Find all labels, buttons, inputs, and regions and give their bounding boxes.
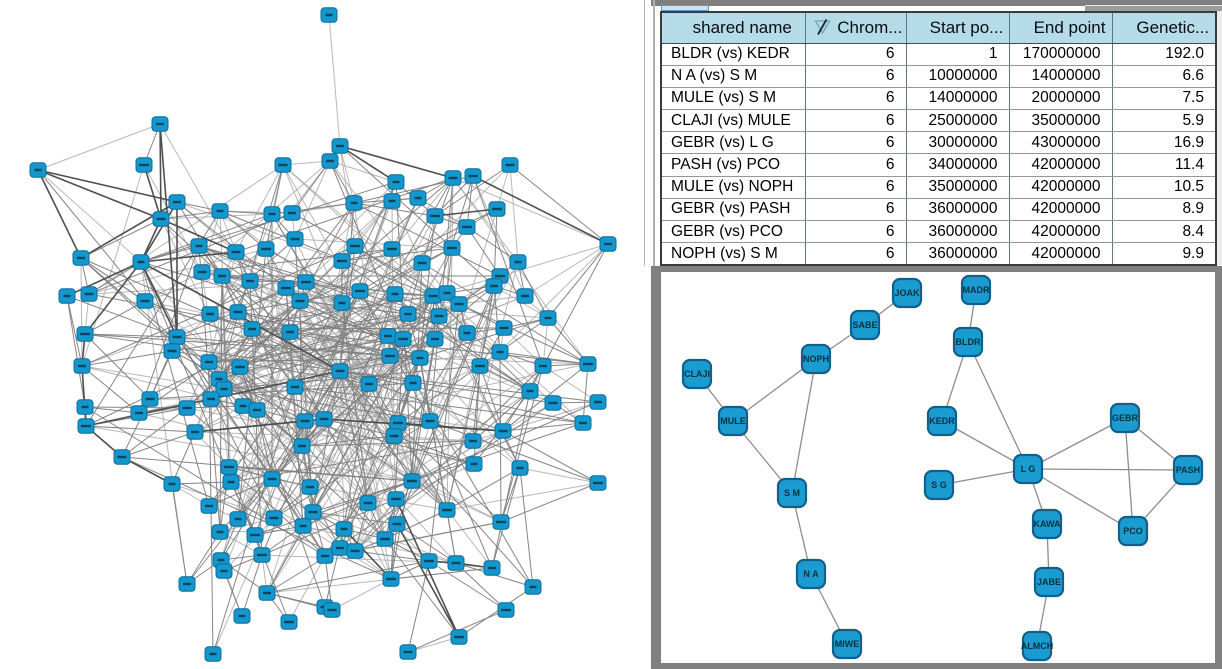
svg-text:SABE: SABE — [852, 320, 877, 330]
svg-text:BLDR: BLDR — [956, 337, 981, 347]
svg-text:PCO: PCO — [1123, 526, 1143, 536]
svg-text:NOPH: NOPH — [803, 354, 829, 364]
svg-text:GEBR: GEBR — [1112, 413, 1139, 423]
svg-text:N A: N A — [803, 569, 819, 579]
svg-text:KEDR: KEDR — [929, 416, 955, 426]
svg-text:CLAJI: CLAJI — [684, 369, 710, 379]
svg-text:MULE: MULE — [720, 416, 746, 426]
svg-text:ALMCH: ALMCH — [1021, 641, 1054, 651]
svg-text:JABE: JABE — [1037, 577, 1061, 587]
svg-text:PASH: PASH — [1176, 465, 1200, 475]
svg-text:L G: L G — [1021, 464, 1036, 474]
svg-text:S M: S M — [784, 488, 800, 498]
svg-text:JOAK: JOAK — [894, 288, 920, 298]
svg-text:KAWA: KAWA — [1034, 519, 1062, 529]
svg-text:MADR: MADR — [963, 285, 990, 295]
svg-text:MIWE: MIWE — [835, 639, 860, 649]
svg-text:S G: S G — [931, 480, 947, 490]
